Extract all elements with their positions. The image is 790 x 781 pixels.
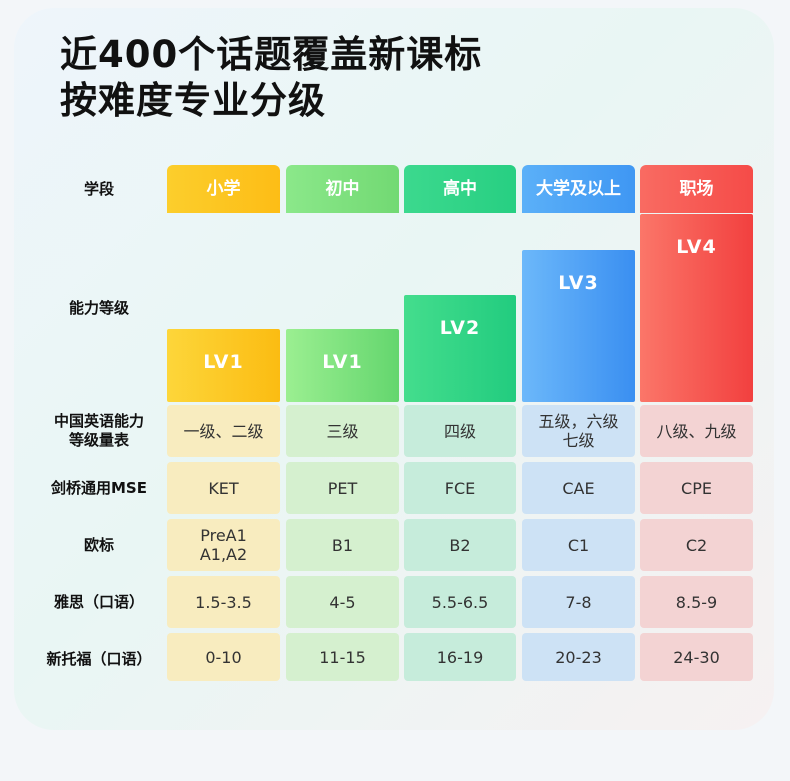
level-bar-workplace: LV4 xyxy=(640,214,753,402)
stage-header-workplace: 职场 xyxy=(640,165,753,213)
level-label: LV1 xyxy=(203,351,244,373)
ielts-cell: 5.5-6.5 xyxy=(404,576,516,628)
stage-header-middle: 初中 xyxy=(286,165,399,213)
cefr-cell: B1 xyxy=(286,519,399,571)
cefr-cell: PreA1 A1,A2 xyxy=(167,519,280,571)
level-label: LV4 xyxy=(676,236,717,258)
level-label: LV1 xyxy=(322,351,363,373)
ielts-cell: 1.5-3.5 xyxy=(167,576,280,628)
toefl-cell: 20-23 xyxy=(522,633,635,681)
cse-cell: 一级、二级 xyxy=(167,405,280,457)
mse-cell: KET xyxy=(167,462,280,514)
ielts-cell: 7-8 xyxy=(522,576,635,628)
toefl-cell: 16-19 xyxy=(404,633,516,681)
toefl-cell: 0-10 xyxy=(167,633,280,681)
row-label-toefl: 新托福（口语） xyxy=(46,649,152,668)
row-label-ielts: 雅思（口语） xyxy=(53,592,144,611)
mse-cell: PET xyxy=(286,462,399,514)
cse-cell: 八级、九级 xyxy=(640,405,753,457)
cefr-cell: B2 xyxy=(404,519,516,571)
toefl-cell: 24-30 xyxy=(640,633,753,681)
title-line-2: 按难度专业分级 xyxy=(60,79,326,122)
cefr-cell: C1 xyxy=(522,519,635,571)
cefr-cell: C2 xyxy=(640,519,753,571)
stage-header-primary: 小学 xyxy=(167,165,280,213)
stage-header-high: 高中 xyxy=(404,165,516,213)
row-label-cefr: 欧标 xyxy=(83,535,114,554)
row-label-mse: 剑桥通用MSE xyxy=(51,478,147,497)
row-label-stage: 学段 xyxy=(83,179,114,198)
ielts-cell: 4-5 xyxy=(286,576,399,628)
cse-cell: 五级，六级 七级 xyxy=(522,405,635,457)
level-label: LV2 xyxy=(439,317,481,339)
level-label: LV3 xyxy=(558,272,599,294)
level-bar-primary: LV1 xyxy=(167,329,280,402)
stage-header-university: 大学及以上 xyxy=(522,165,635,213)
mse-cell: CAE xyxy=(522,462,635,514)
mse-cell: CPE xyxy=(640,462,753,514)
page-title: 近400个话题覆盖新课标 按难度专业分级 xyxy=(60,32,482,124)
row-label-cse: 中国英语能力 等级量表 xyxy=(53,412,144,449)
title-line-1: 近400个话题覆盖新课标 xyxy=(60,33,483,76)
level-bar-middle: LV1 xyxy=(286,329,399,402)
toefl-cell: 11-15 xyxy=(286,633,399,681)
ielts-cell: 8.5-9 xyxy=(640,576,753,628)
row-label-level: 能力等级 xyxy=(68,298,129,317)
level-bar-university: LV3 xyxy=(522,250,635,402)
cse-cell: 三级 xyxy=(286,405,399,457)
cse-cell: 四级 xyxy=(404,405,516,457)
mse-cell: FCE xyxy=(404,462,516,514)
level-bar-high: LV2 xyxy=(404,295,516,402)
